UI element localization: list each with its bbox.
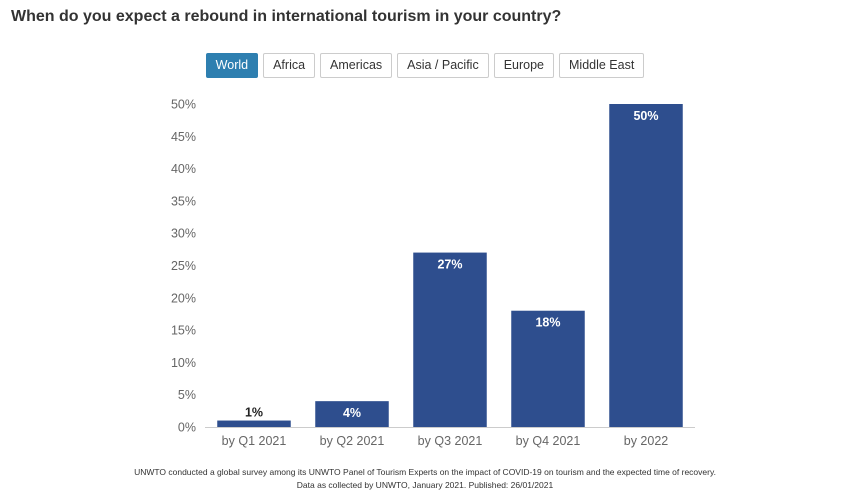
data-label: 27%: [437, 258, 462, 272]
tab-europe[interactable]: Europe: [493, 53, 555, 78]
y-tick-label: 10%: [171, 356, 196, 370]
tab-asia-pacific[interactable]: Asia / Pacific: [397, 53, 489, 78]
chart-title: When do you expect a rebound in internat…: [11, 8, 562, 25]
y-tick-label: 15%: [171, 324, 196, 338]
bar: [315, 401, 389, 427]
y-tick-label: 25%: [171, 259, 196, 273]
tab-africa[interactable]: Africa: [263, 53, 316, 78]
data-label: 4%: [343, 406, 361, 420]
tab-americas[interactable]: Americas: [320, 53, 393, 78]
x-tick-label: by 2022: [624, 434, 669, 448]
data-label: 50%: [633, 109, 658, 123]
bar: [609, 104, 683, 427]
bar: [413, 252, 487, 427]
region-tabs: World Africa Americas Asia / Pacific Eur…: [0, 53, 850, 78]
x-tick-label: by Q1 2021: [222, 434, 287, 448]
y-tick-label: 35%: [171, 194, 196, 208]
footer-note: UNWTO conducted a global survey among it…: [134, 467, 716, 477]
bar: [511, 310, 585, 427]
footer-source: Data as collected by UNWTO, January 2021…: [296, 480, 554, 490]
y-tick-label: 50%: [171, 98, 196, 112]
data-label: 18%: [535, 316, 560, 330]
x-tick-label: by Q3 2021: [418, 434, 483, 448]
y-tick-label: 0%: [178, 421, 196, 435]
y-tick-label: 40%: [171, 162, 196, 176]
x-tick-label: by Q2 2021: [320, 434, 385, 448]
x-tick-label: by Q4 2021: [516, 434, 581, 448]
bar: [217, 420, 291, 427]
y-tick-label: 30%: [171, 227, 196, 241]
y-tick-label: 45%: [171, 130, 196, 144]
data-label: 1%: [245, 406, 263, 420]
y-tick-label: 20%: [171, 291, 196, 305]
y-tick-label: 5%: [178, 388, 196, 402]
tab-middle-east[interactable]: Middle East: [559, 53, 645, 78]
tab-world[interactable]: World: [205, 53, 259, 78]
